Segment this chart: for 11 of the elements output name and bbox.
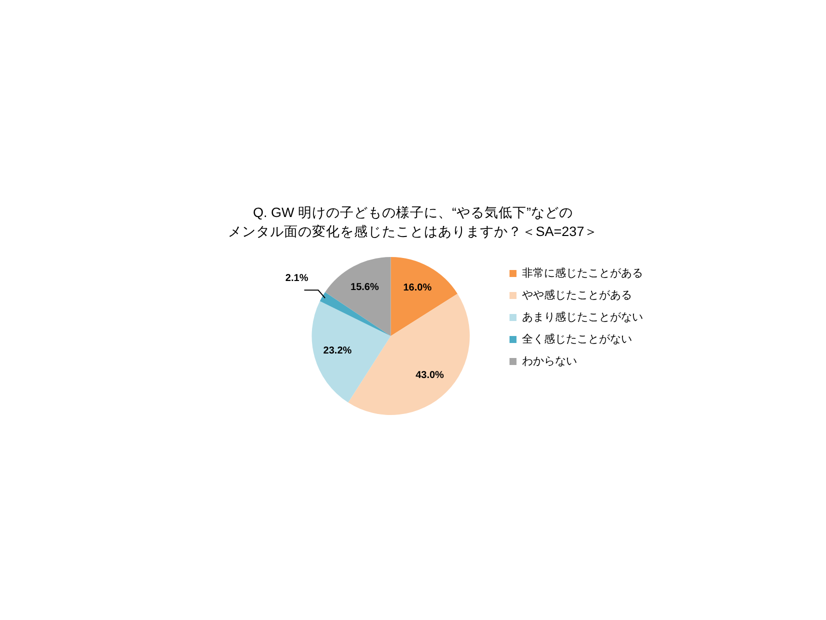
legend-label: 全く感じたことがない	[522, 332, 632, 346]
data-label: 15.6%	[350, 282, 379, 293]
legend-label: わからない	[522, 356, 577, 368]
chart-title: Q. GW 明けの子どもの様子に、“やる気低下”などのメンタル面の変化を感じたことはありますか？＜SA=237＞	[228, 205, 598, 239]
data-label: 16.0%	[403, 282, 432, 294]
data-label: 2.1%	[285, 272, 308, 284]
data-label: 43.0%	[416, 370, 444, 381]
data-label: 23.2%	[323, 346, 352, 357]
legend-label: あまり感じたことがない	[522, 310, 643, 324]
legend-label: やや感じたことがある	[522, 288, 632, 302]
legend-label: 非常に感じたことがある	[522, 266, 643, 280]
